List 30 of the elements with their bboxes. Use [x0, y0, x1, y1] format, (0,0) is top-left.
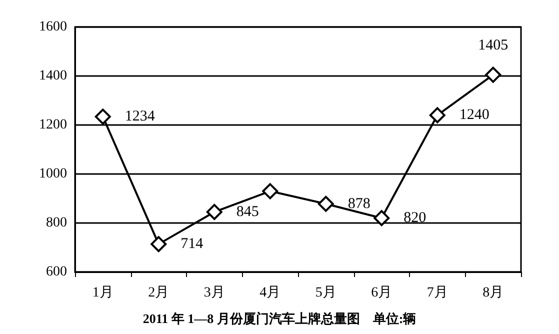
data-label: 714 — [180, 236, 204, 252]
y-tick-label: 800 — [46, 216, 67, 230]
point — [94, 108, 111, 125]
x-tick-label: 2月 — [148, 286, 170, 300]
x-tick-label: 7月 — [426, 286, 448, 300]
text: 2011 年 1—8 月份厦门汽车上牌总量图 单位:辆 — [142, 311, 416, 326]
y-tick-label: 1200 — [39, 118, 67, 132]
data-label: 1405 — [478, 37, 508, 54]
x-tick-label: 6月 — [371, 286, 392, 300]
x-tick-label: 1月 — [92, 286, 114, 300]
y-tick-label: 600 — [46, 264, 67, 280]
data-label: 820 — [404, 210, 426, 226]
point — [429, 107, 446, 124]
data-label: 1240 — [459, 107, 490, 124]
x-tick-label: 4月 — [260, 286, 281, 300]
y-tick-label: 1400 — [39, 68, 67, 84]
y-tick-label: 1000 — [39, 166, 67, 182]
point — [262, 183, 278, 200]
point — [318, 196, 334, 212]
data-label: 1234 — [124, 108, 156, 125]
point — [150, 236, 167, 252]
point — [374, 210, 390, 226]
x-tick-label: 8月 — [482, 286, 504, 300]
point — [485, 66, 502, 83]
point — [206, 204, 222, 220]
x-tick-label: 5月 — [315, 286, 336, 300]
data-label: 845 — [236, 204, 259, 220]
x-tick-label: 3月 — [204, 286, 225, 300]
y-tick-label: 1600 — [39, 20, 67, 34]
data-label: 878 — [348, 196, 370, 212]
